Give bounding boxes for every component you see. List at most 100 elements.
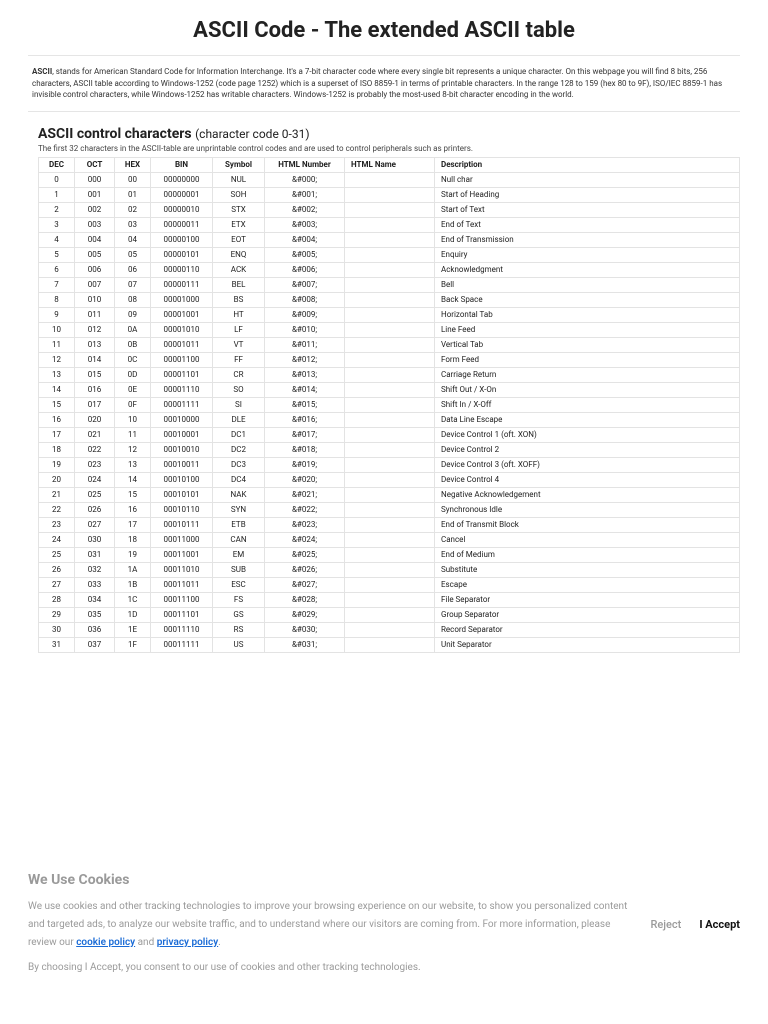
cell: 00001010: [151, 322, 213, 337]
cell: 024: [75, 472, 115, 487]
cell: 24: [39, 532, 75, 547]
cell: [345, 412, 435, 427]
privacy-policy-link[interactable]: privacy policy: [157, 937, 218, 948]
table-row: 130150D00001101CR&#013;Carriage Return: [39, 367, 740, 382]
table-row: 260321A00011010SUB&#026;Substitute: [39, 562, 740, 577]
col-symbol: Symbol: [213, 157, 265, 172]
cell: 001: [75, 187, 115, 202]
cell: End of Transmit Block: [435, 517, 740, 532]
cell: 006: [75, 262, 115, 277]
cell: &#025;: [265, 547, 345, 562]
cell: 004: [75, 232, 115, 247]
table-row: 290351D00011101GS&#029;Group Separator: [39, 607, 740, 622]
table-row: 70070700000111BEL&#007;Bell: [39, 277, 740, 292]
cell: RS: [213, 622, 265, 637]
cell: 00001011: [151, 337, 213, 352]
cell: NAK: [213, 487, 265, 502]
cell: &#002;: [265, 202, 345, 217]
reject-button[interactable]: Reject: [650, 918, 681, 931]
cell: Vertical Tab: [435, 337, 740, 352]
cell: 01: [115, 187, 151, 202]
cell: Group Separator: [435, 607, 740, 622]
cell: &#010;: [265, 322, 345, 337]
cell: Cancel: [435, 532, 740, 547]
table-row: 00000000000000NUL&#000;Null char: [39, 172, 740, 187]
table-row: 20020200000010STX&#002;Start of Text: [39, 202, 740, 217]
cell: LF: [213, 322, 265, 337]
page-title: ASCII Code - The extended ASCII table: [28, 18, 740, 43]
cell: 19: [39, 457, 75, 472]
cell: &#031;: [265, 637, 345, 652]
cell: Start of Text: [435, 202, 740, 217]
cell: &#011;: [265, 337, 345, 352]
cell: 22: [39, 502, 75, 517]
cell: 00: [115, 172, 151, 187]
section-heading: ASCII control characters (character code…: [28, 126, 740, 142]
table-row: 90110900001001HT&#009;Horizontal Tab: [39, 307, 740, 322]
cell: &#016;: [265, 412, 345, 427]
cell: &#015;: [265, 397, 345, 412]
cell: ESC: [213, 577, 265, 592]
cookie-footer: By choosing I Accept, you consent to our…: [28, 962, 740, 973]
cell: Shift In / X-Off: [435, 397, 740, 412]
cell: 5: [39, 247, 75, 262]
cell: 00001000: [151, 292, 213, 307]
cell: SO: [213, 382, 265, 397]
cell: VT: [213, 337, 265, 352]
cell: 00001110: [151, 382, 213, 397]
cell: 036: [75, 622, 115, 637]
cell: [345, 172, 435, 187]
cell: US: [213, 637, 265, 652]
cell: &#012;: [265, 352, 345, 367]
cell: 31: [39, 637, 75, 652]
cell: &#008;: [265, 292, 345, 307]
cell: &#020;: [265, 472, 345, 487]
cell: CR: [213, 367, 265, 382]
cell: &#024;: [265, 532, 345, 547]
cell: [345, 292, 435, 307]
cell: 00000011: [151, 217, 213, 232]
cell: 035: [75, 607, 115, 622]
cell: DC2: [213, 442, 265, 457]
cell: [345, 232, 435, 247]
cell: Escape: [435, 577, 740, 592]
table-row: 60060600000110ACK&#006;Acknowledgment: [39, 262, 740, 277]
cell: [345, 547, 435, 562]
cookie-text-end: .: [218, 937, 221, 948]
cell: 1: [39, 187, 75, 202]
cell: 14: [115, 472, 151, 487]
cell: 1D: [115, 607, 151, 622]
cell: 13: [39, 367, 75, 382]
accept-button[interactable]: I Accept: [699, 918, 740, 931]
cell: FF: [213, 352, 265, 367]
table-row: 10010100000001SOH&#001;Start of Heading: [39, 187, 740, 202]
cell: 0C: [115, 352, 151, 367]
col-html-name: HTML Name: [345, 157, 435, 172]
cell: 00000000: [151, 172, 213, 187]
cell: 0A: [115, 322, 151, 337]
cell: EM: [213, 547, 265, 562]
cell: 031: [75, 547, 115, 562]
cookie-policy-link[interactable]: cookie policy: [76, 937, 135, 948]
cell: 06: [115, 262, 151, 277]
cell: 0D: [115, 367, 151, 382]
cell: &#017;: [265, 427, 345, 442]
table-row: 310371F00011111US&#031;Unit Separator: [39, 637, 740, 652]
table-header-row: DEC OCT HEX BIN Symbol HTML Number HTML …: [39, 157, 740, 172]
table-row: 240301800011000CAN&#024;Cancel: [39, 532, 740, 547]
cell: [345, 337, 435, 352]
table-row: 30030300000011ETX&#003;End of Text: [39, 217, 740, 232]
cell: &#021;: [265, 487, 345, 502]
cell: 033: [75, 577, 115, 592]
cell: SYN: [213, 502, 265, 517]
cell: [345, 577, 435, 592]
cell: 02: [115, 202, 151, 217]
cell: [345, 457, 435, 472]
cell: 013: [75, 337, 115, 352]
cell: 12: [39, 352, 75, 367]
cell: [345, 427, 435, 442]
table-row: 50050500000101ENQ&#005;Enquiry: [39, 247, 740, 262]
cell: 00001001: [151, 307, 213, 322]
cell: 022: [75, 442, 115, 457]
cell: [345, 217, 435, 232]
